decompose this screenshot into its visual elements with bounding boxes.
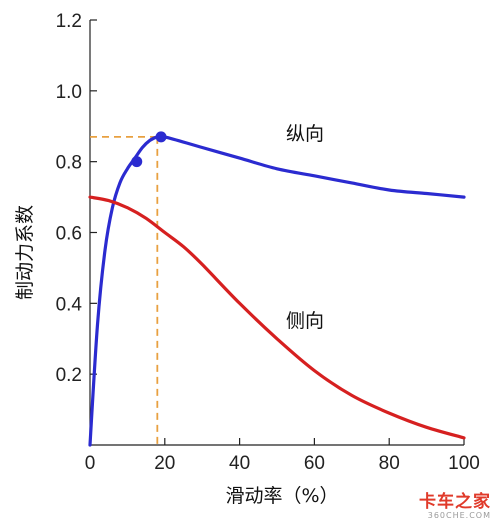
series-marker	[131, 156, 143, 168]
x-tick-label: 80	[379, 453, 400, 474]
watermark-subtext: 360CHE.COM	[427, 511, 491, 520]
series-line-0	[88, 134, 466, 447]
y-tick-label: 0.2	[56, 365, 82, 386]
series-label-1: 侧向	[286, 310, 324, 332]
watermark: 卡车之家 360CHE.COM	[419, 494, 491, 520]
series-label-0: 纵向	[286, 123, 324, 145]
x-tick-label: 0	[85, 453, 96, 474]
y-tick-label: 1.2	[56, 11, 82, 32]
y-axis-title: 制动力系数	[14, 205, 36, 300]
y-tick-label: 0.6	[56, 224, 82, 245]
y-tick-label: 0.8	[56, 153, 82, 174]
y-tick-label: 1.0	[56, 82, 82, 103]
series-line-1	[88, 195, 466, 440]
series-marker	[155, 131, 167, 143]
x-tick-label: 20	[154, 453, 175, 474]
x-tick-label: 40	[229, 453, 250, 474]
x-axis-title: 滑动率（%）	[225, 485, 338, 507]
y-tick-label: 0.4	[56, 294, 83, 315]
watermark-text: 卡车之家	[419, 492, 491, 512]
x-tick-label: 60	[304, 453, 325, 474]
x-tick-label: 100	[448, 453, 480, 474]
